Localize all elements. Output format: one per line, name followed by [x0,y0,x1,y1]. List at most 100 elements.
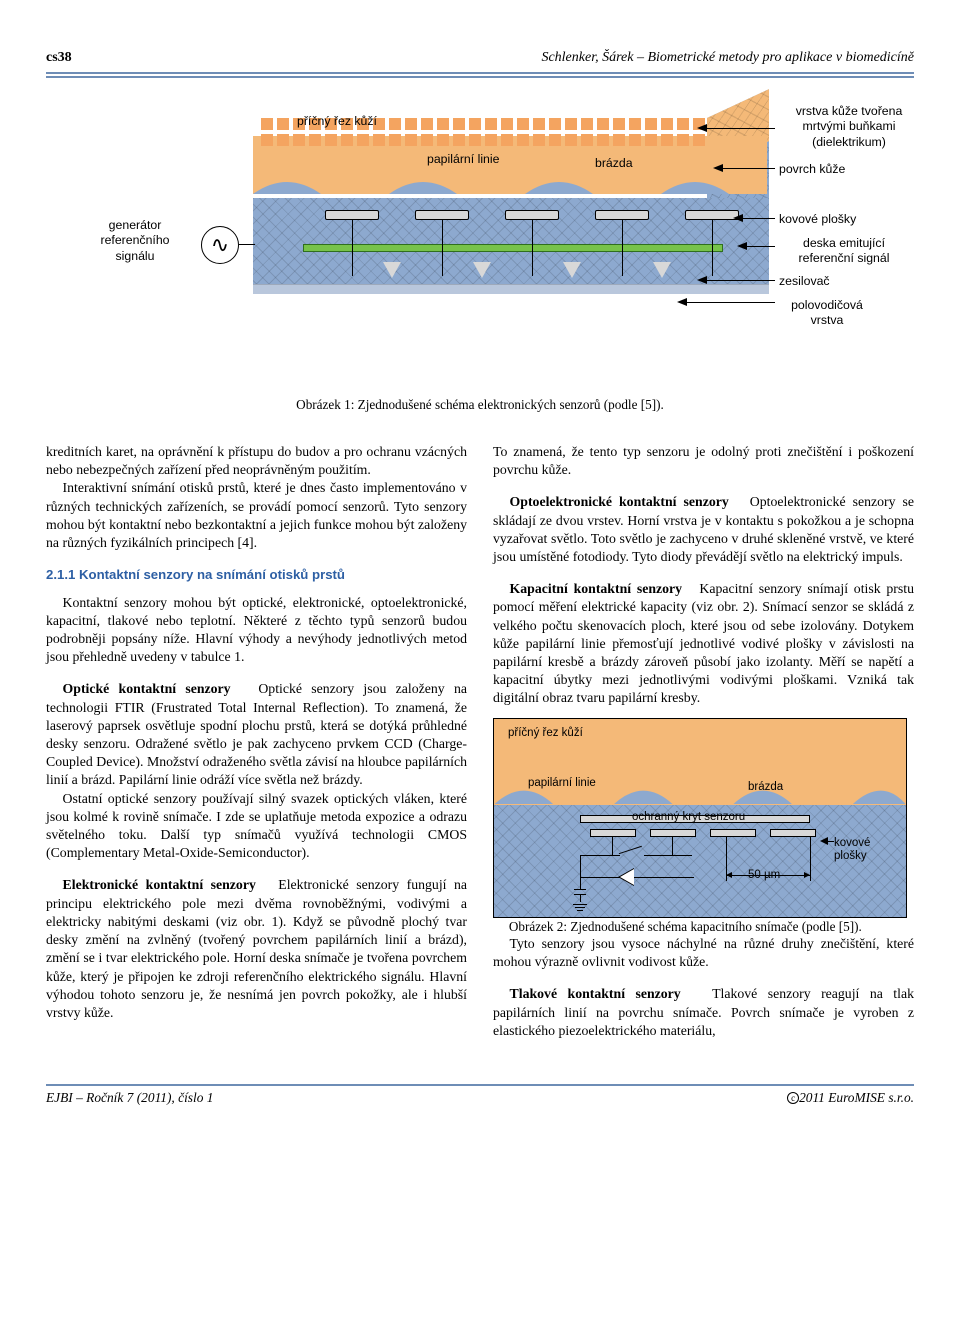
label-zesilovac: zesilovač [779,274,830,289]
generator-wire [239,244,255,245]
paragraph: Optické kontaktní senzory Optické senzor… [46,680,467,789]
footer-left: EJBI – Ročník 7 (2011), číslo 1 [46,1090,213,1106]
metal-plate [685,210,739,220]
paragraph-body: Kapacitní senzory snímají otisk prstu po… [493,581,914,705]
header-rule-2 [46,76,914,78]
label-brazda: brázda [595,156,633,171]
amplifier-symbol [473,262,491,278]
paragraph: To znamená, že tento typ senzoru je odol… [493,443,914,479]
paragraph: Kapacitní kontaktní senzory Kapacitní se… [493,580,914,707]
paragraph: Tyto senzory jsou vysoce náchylné na růz… [493,935,914,971]
metal-plate [325,210,379,220]
wire [352,220,353,276]
footer-right-text: 2011 EuroMISE s.r.o. [799,1090,914,1105]
label-vrstva-kuze: vrstva kůže tvořena mrtvými buňkami (die… [779,104,919,150]
ground-symbol [573,902,587,913]
wire [644,855,692,856]
leader-line [705,128,775,129]
label-brazda: brázda [748,781,783,795]
amplifier-symbol [383,262,401,278]
label-kovove-plosky: kovové plošky [834,837,906,865]
arrowhead-icon [677,298,687,306]
arrowhead-icon [713,164,723,172]
paragraph-body: Optické senzory jsou založeny na technol… [46,681,467,787]
runin-heading: Tlakové kontaktní senzory [510,986,681,1001]
paragraph: Tlakové kontaktní senzory Tlakové senzor… [493,985,914,1040]
dim-extension [810,837,811,881]
label-generator: generátor referenčního signálu [85,218,185,264]
label-kovove-plosky: kovové plošky [779,212,856,227]
figure-1-diagram: ∿ generátor referenčního signálu příčný … [85,100,875,385]
figure-2-diagram: příčný řez kůží papilární linie brázda o… [493,718,907,918]
page-number: cs38 [46,50,72,66]
wire [442,220,443,276]
wire [612,837,613,855]
wire [672,837,673,855]
page: cs38 Schlenker, Šárek – Biometrické meto… [0,0,960,1134]
arrowhead-icon [697,124,707,132]
runin-heading: Elektronické kontaktní senzory [63,877,256,892]
leader-line [828,841,834,842]
wire [580,894,581,902]
arrowhead-icon [733,214,743,222]
figure-1-caption: Obrázek 1: Zjednodušené schéma elektroni… [46,397,914,413]
dimension-label: 50 µm [748,869,780,883]
generator-symbol: ∿ [201,226,239,264]
metal-plate [505,210,559,220]
figure-1: ∿ generátor referenčního signálu příčný … [46,100,914,385]
text-columns: kreditních karet, na oprávnění k přístup… [46,443,914,1040]
metal-plate [415,210,469,220]
arrowhead-icon [820,837,828,845]
label-pricny-rez: příčný řez kůží [297,114,377,129]
paragraph: Ostatní optické senzory používají silný … [46,790,467,863]
wire [580,877,581,889]
label-papilarni-linie: papilární linie [427,152,499,167]
metal-plate [650,829,696,837]
label-deska-emitujici: deska emitující referenční signál [779,236,909,267]
leader-line [685,302,775,303]
section-heading: 2.1.1 Kontaktní senzory na snímání otisk… [46,566,467,583]
metal-plate [595,210,649,220]
label-pricny-rez: příčný řez kůží [508,727,583,741]
metal-plate [710,829,756,837]
metal-plate [770,829,816,837]
paragraph: Optoelektronické kontaktní senzory Optoe… [493,493,914,566]
runin-heading: Optické kontaktní senzory [63,681,231,696]
metal-plate [590,829,636,837]
paragraph: Elektronické kontaktní senzory Elektroni… [46,876,467,1022]
header-rule [46,72,914,74]
wire [580,877,620,878]
label-ochranny-kryt: ochranný kryt senzoru [632,811,745,825]
paragraph: Interaktivní snímání otisků prstů, které… [46,479,467,552]
footer-right: c2011 EuroMISE s.r.o. [787,1090,914,1106]
amplifier-symbol [563,262,581,278]
runin-heading: Kapacitní kontaktní senzory [510,581,683,596]
emitter-plate [303,244,723,252]
wire [580,855,581,877]
copyright-icon: c [787,1092,799,1104]
leader-line [745,246,775,247]
wire [634,877,694,878]
semiconductor-layer [253,284,769,294]
label-polovodicova: polovodičová vrstva [779,298,875,329]
sensor-substrate [253,198,769,294]
figure-2-caption: Obrázek 2: Zjednodušené schéma kapacitní… [493,918,914,935]
left-column: kreditních karet, na oprávnění k přístup… [46,443,467,1040]
label-povrch-kuze: povrch kůže [779,162,845,177]
paragraph-body: Elektronické senzory fungují na principu… [46,877,467,1019]
arrowhead-icon [737,242,747,250]
footer: EJBI – Ročník 7 (2011), číslo 1 c2011 Eu… [46,1086,914,1106]
wire [532,220,533,276]
arrowhead-icon [697,276,707,284]
wire [712,220,713,276]
leader-line [741,218,775,219]
label-papilarni-linie: papilární linie [528,777,596,791]
paragraph: kreditních karet, na oprávnění k přístup… [46,443,467,479]
runin-heading: Optoelektronické kontaktní senzory [510,494,729,509]
running-header: cs38 Schlenker, Šárek – Biometrické meto… [46,50,914,66]
running-head-text: Schlenker, Šárek – Biometrické metody pr… [541,50,914,66]
leader-line [705,280,775,281]
capacitor-plate [574,889,586,890]
inverter-symbol [620,869,634,885]
amplifier-symbol [653,262,671,278]
